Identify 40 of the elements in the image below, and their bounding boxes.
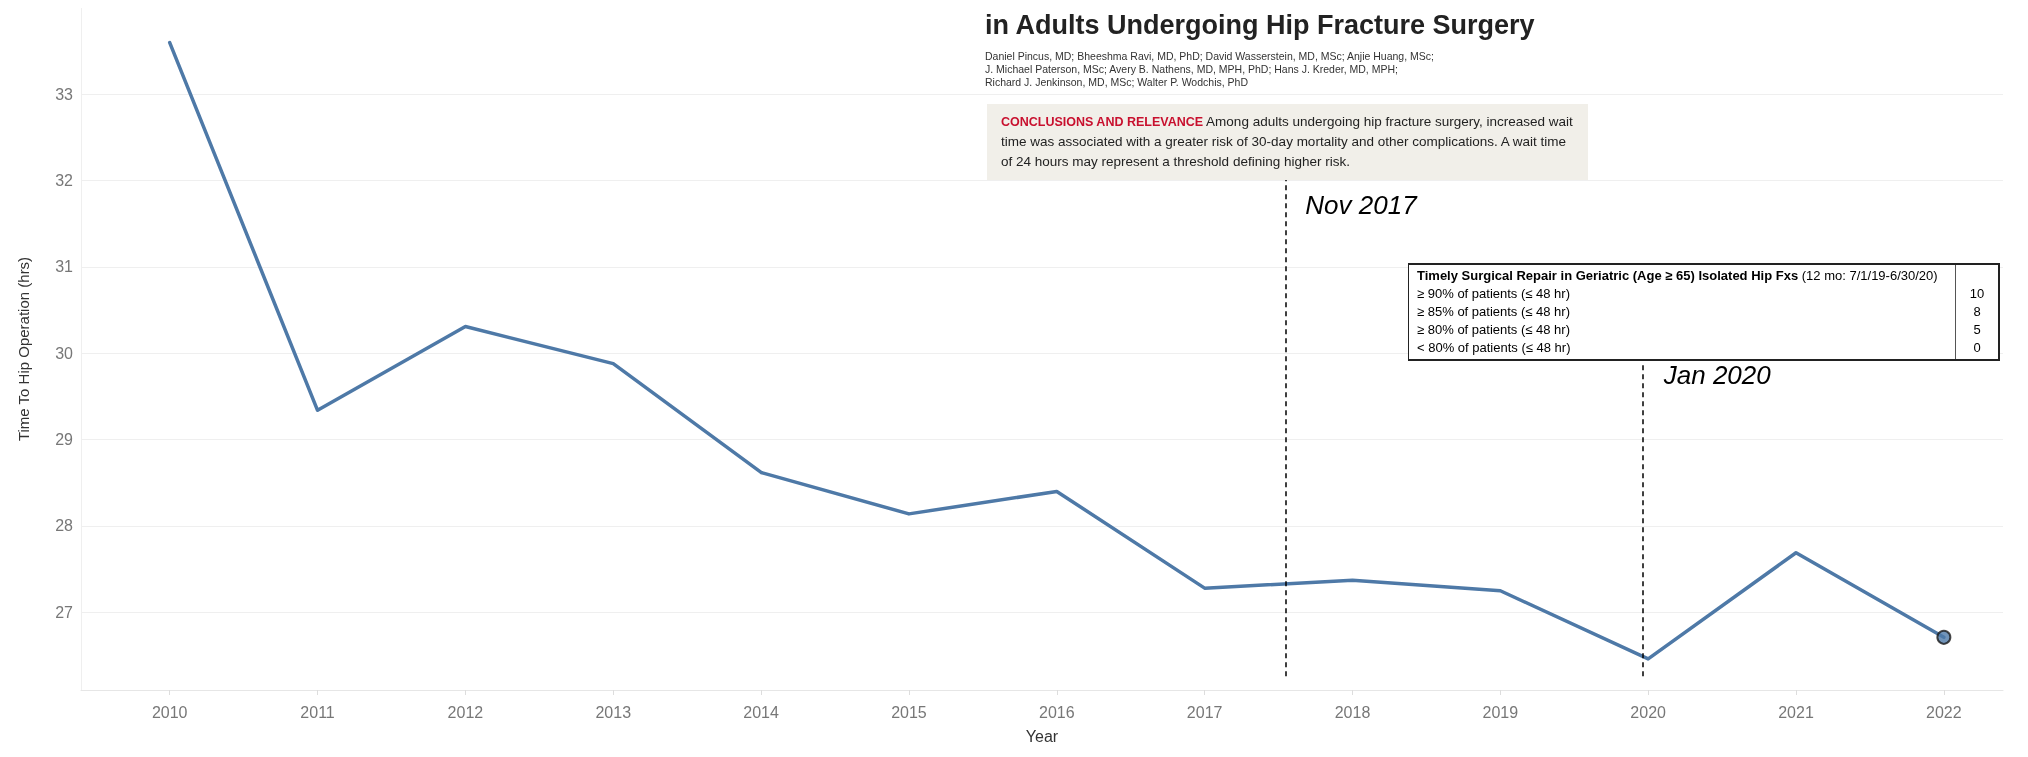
ref-line-label: Jan 2020	[1662, 359, 1772, 390]
x-tick-label: 2016	[1038, 703, 1075, 721]
x-tick-label: 2017	[1186, 703, 1223, 721]
x-tick-label: 2020	[1630, 703, 1667, 721]
x-tick-label: 2018	[1334, 703, 1371, 721]
annotation: (12 mo: 7/1/19-6/30/20)	[1801, 268, 1938, 283]
x-tick-label: 2022	[1926, 703, 1962, 721]
y-tick-label: 27	[55, 603, 74, 621]
text-panel: CONCLUSIONS AND RELEVANCE Among adults undergoing hip fracture surgery, increased wait time was associated with a greater risk of 30-day mortality and other complications. A wait time of 24 hours may represent a threshold defining higher risk.	[987, 104, 1588, 180]
x-tick-label: 2015	[891, 703, 927, 721]
annotation: 10	[1968, 285, 1986, 303]
y-tick-label: 32	[55, 172, 74, 190]
x-tick-label: 2019	[1482, 703, 1519, 721]
y-tick-label: 28	[55, 517, 74, 535]
x-tick-label: 2013	[595, 703, 632, 721]
x-tick-label: 2021	[1778, 703, 1814, 721]
annotation: 8	[1972, 303, 1982, 321]
annotation: ≥ 85% of patients (≤ 48 hr)	[1417, 303, 1571, 321]
annotation: J. Michael Paterson, MSc; Avery B. Nathens, MD, MPH, PhD; Hans J. Kreder, MD, MPH;	[985, 63, 1399, 76]
y-tick-label: 30	[55, 344, 74, 362]
annotation: in Adults Undergoing Hip Fracture Surgery	[985, 10, 1535, 41]
annotation: Timely Surgical Repair in Geriatric (Age ≥ 65) Isolated Hip Fxs	[1417, 268, 1799, 283]
annotation: Daniel Pincus, MD; Bheeshma Ravi, MD, PhD; David Wasserstein, MD, MSc; Anjie Huang, MSc;	[985, 50, 1434, 63]
y-tick-label: 31	[55, 258, 74, 276]
annotation: CONCLUSIONS AND RELEVANCE	[1001, 115, 1204, 129]
x-axis-title: Year	[1025, 727, 1059, 745]
annotation: 5	[1972, 321, 1982, 339]
y-axis-title: Time To Hip Operation (hrs)	[15, 256, 32, 442]
x-tick-label: 2010	[151, 703, 188, 721]
x-tick-label: 2014	[743, 703, 779, 721]
x-tick-label: 2011	[300, 703, 335, 721]
annotation: ≥ 90% of patients (≤ 48 hr)	[1417, 285, 1571, 303]
annotation: ≥ 80% of patients (≤ 48 hr)	[1417, 321, 1571, 339]
ref-line-label: Nov 2017	[1305, 190, 1419, 221]
annotation: 0	[1972, 339, 1982, 357]
annotation: < 80% of patients (≤ 48 hr)	[1417, 339, 1572, 357]
y-tick-label: 33	[55, 85, 74, 103]
annotation: Richard J. Jenkinson, MD, MSc; Walter P. Wodchis, PhD	[985, 76, 1249, 89]
x-tick-label: 2012	[447, 703, 484, 721]
y-tick-label: 29	[55, 431, 74, 449]
